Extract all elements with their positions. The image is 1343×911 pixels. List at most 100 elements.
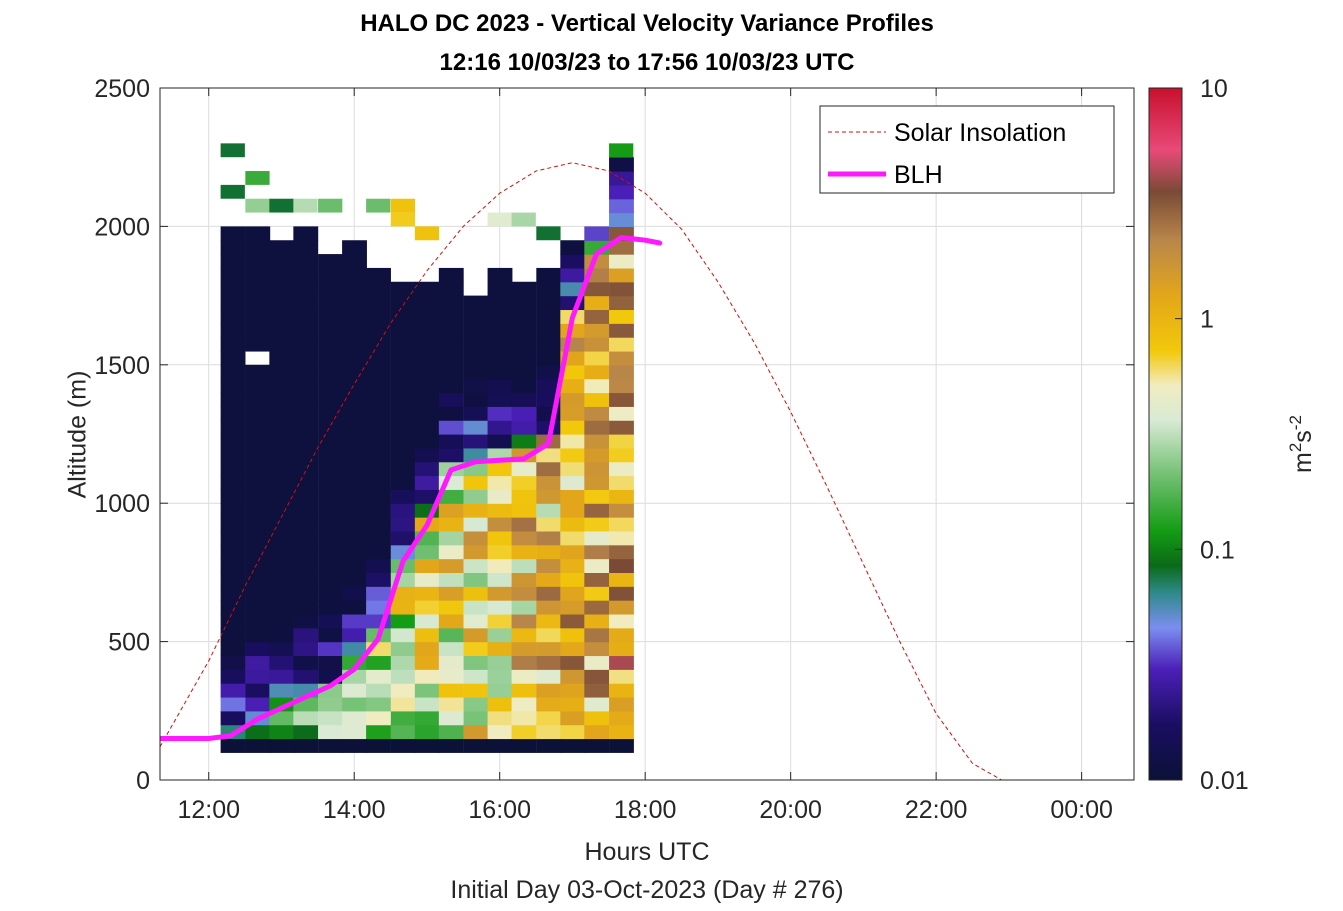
- heatmap-cell: [609, 406, 634, 421]
- heatmap-cell: [511, 738, 537, 753]
- heatmap-cell: [269, 461, 295, 477]
- heatmap-cell: [245, 641, 271, 657]
- heatmap-cell: [536, 226, 561, 241]
- heatmap-cell: [366, 198, 391, 213]
- heatmap-cell: [318, 655, 343, 670]
- heatmap-cell: [536, 613, 562, 629]
- heatmap-cell: [220, 530, 246, 546]
- heatmap-cell: [318, 600, 343, 615]
- heatmap-cell: [245, 586, 271, 601]
- heatmap-cell: [584, 655, 610, 670]
- heatmap-cell: [220, 544, 246, 560]
- heatmap-cell: [438, 503, 464, 518]
- heatmap-cell: [342, 544, 367, 560]
- heatmap-cell: [511, 461, 537, 477]
- heatmap-cell: [342, 295, 367, 311]
- heatmap-cell: [511, 600, 537, 615]
- heatmap-cell: [536, 683, 562, 698]
- heatmap-cell: [463, 475, 489, 490]
- heatmap-cell: [536, 738, 562, 753]
- heatmap-cell: [220, 627, 246, 643]
- heatmap-cell: [536, 447, 562, 463]
- heatmap-cell: [536, 655, 562, 670]
- heatmap-cell: [318, 434, 343, 449]
- heatmap-cell: [245, 503, 271, 518]
- heatmap-cell: [245, 337, 271, 352]
- heatmap-cell: [414, 378, 440, 394]
- heatmap-cell: [390, 669, 416, 684]
- heatmap-cell: [390, 489, 416, 504]
- heatmap-cell: [584, 337, 610, 352]
- heatmap-cell: [318, 350, 343, 366]
- heatmap-cell: [220, 295, 246, 311]
- heatmap-cell: [245, 669, 271, 684]
- heatmap-cell: [536, 724, 562, 740]
- heatmap-cell: [438, 489, 464, 504]
- heatmap-cell: [293, 641, 319, 657]
- heatmap-cell: [220, 710, 246, 726]
- heatmap-cell: [414, 364, 440, 380]
- heatmap-cell: [584, 434, 610, 449]
- heatmap-cell: [390, 517, 416, 532]
- heatmap-cell: [487, 503, 513, 518]
- heatmap-cell: [245, 434, 271, 449]
- heatmap-cell: [609, 572, 634, 587]
- heatmap-cell: [220, 655, 246, 670]
- blh-line: [160, 235, 663, 741]
- heatmap-cell: [511, 710, 537, 726]
- heatmap-cell: [463, 544, 489, 560]
- heatmap-cell: [318, 544, 343, 560]
- heatmap-cell: [463, 323, 489, 338]
- colorbar-tick-label: 10: [1200, 75, 1228, 103]
- heatmap-cell: [609, 461, 634, 477]
- heatmap-cell: [220, 143, 245, 158]
- heatmap-cell: [366, 461, 391, 477]
- heatmap-cell: [220, 434, 246, 449]
- heatmap-cell: [366, 696, 391, 712]
- heatmap-cell: [342, 517, 367, 532]
- heatmap-cell: [584, 475, 610, 490]
- heatmap-cell: [318, 364, 343, 380]
- heatmap-cell: [366, 544, 391, 560]
- heatmap-cell: [511, 724, 537, 740]
- heatmap-cell: [220, 406, 246, 421]
- heatmap-cell: [536, 641, 562, 657]
- heatmap-cell: [390, 420, 416, 435]
- heatmap-cell: [609, 544, 634, 560]
- heatmap-cell: [584, 406, 610, 421]
- heatmap-cell: [560, 281, 586, 297]
- heatmap-cell: [511, 295, 537, 311]
- heatmap-cell: [342, 489, 367, 504]
- heatmap-cell: [269, 627, 295, 643]
- colorbar-gradient: [1148, 87, 1183, 781]
- heatmap-cell: [342, 323, 367, 338]
- heatmap-cell: [318, 738, 343, 753]
- heatmap-cell: [342, 683, 367, 698]
- heatmap-cell: [245, 724, 271, 740]
- heatmap-cell: [487, 627, 513, 643]
- heatmap-cell: [293, 669, 319, 684]
- heatmap-cell: [463, 558, 489, 573]
- heatmap-cell: [245, 683, 271, 698]
- heatmap-cell: [318, 558, 343, 573]
- heatmap-cell: [414, 655, 440, 670]
- heatmap-cell: [342, 378, 367, 394]
- heatmap-cell: [220, 323, 246, 338]
- heatmap-cell: [584, 364, 610, 380]
- heatmap-cell: [366, 392, 391, 407]
- heatmap-cell: [318, 724, 343, 740]
- heatmap-cell: [414, 461, 440, 477]
- heatmap-cell: [609, 489, 634, 504]
- heatmap-cell: [269, 392, 295, 407]
- heatmap-cell: [220, 669, 246, 684]
- heatmap-cell: [390, 738, 416, 753]
- heatmap-cell: [390, 503, 416, 518]
- heatmap-cell: [438, 378, 464, 394]
- heatmap-cell: [463, 641, 489, 657]
- heatmap-cell: [293, 323, 319, 338]
- heatmap-cell: [414, 600, 440, 615]
- heatmap-cell: [584, 738, 610, 753]
- heatmap-cell: [366, 295, 391, 311]
- heatmap-cell: [511, 364, 537, 380]
- heatmap-cell: [438, 600, 464, 615]
